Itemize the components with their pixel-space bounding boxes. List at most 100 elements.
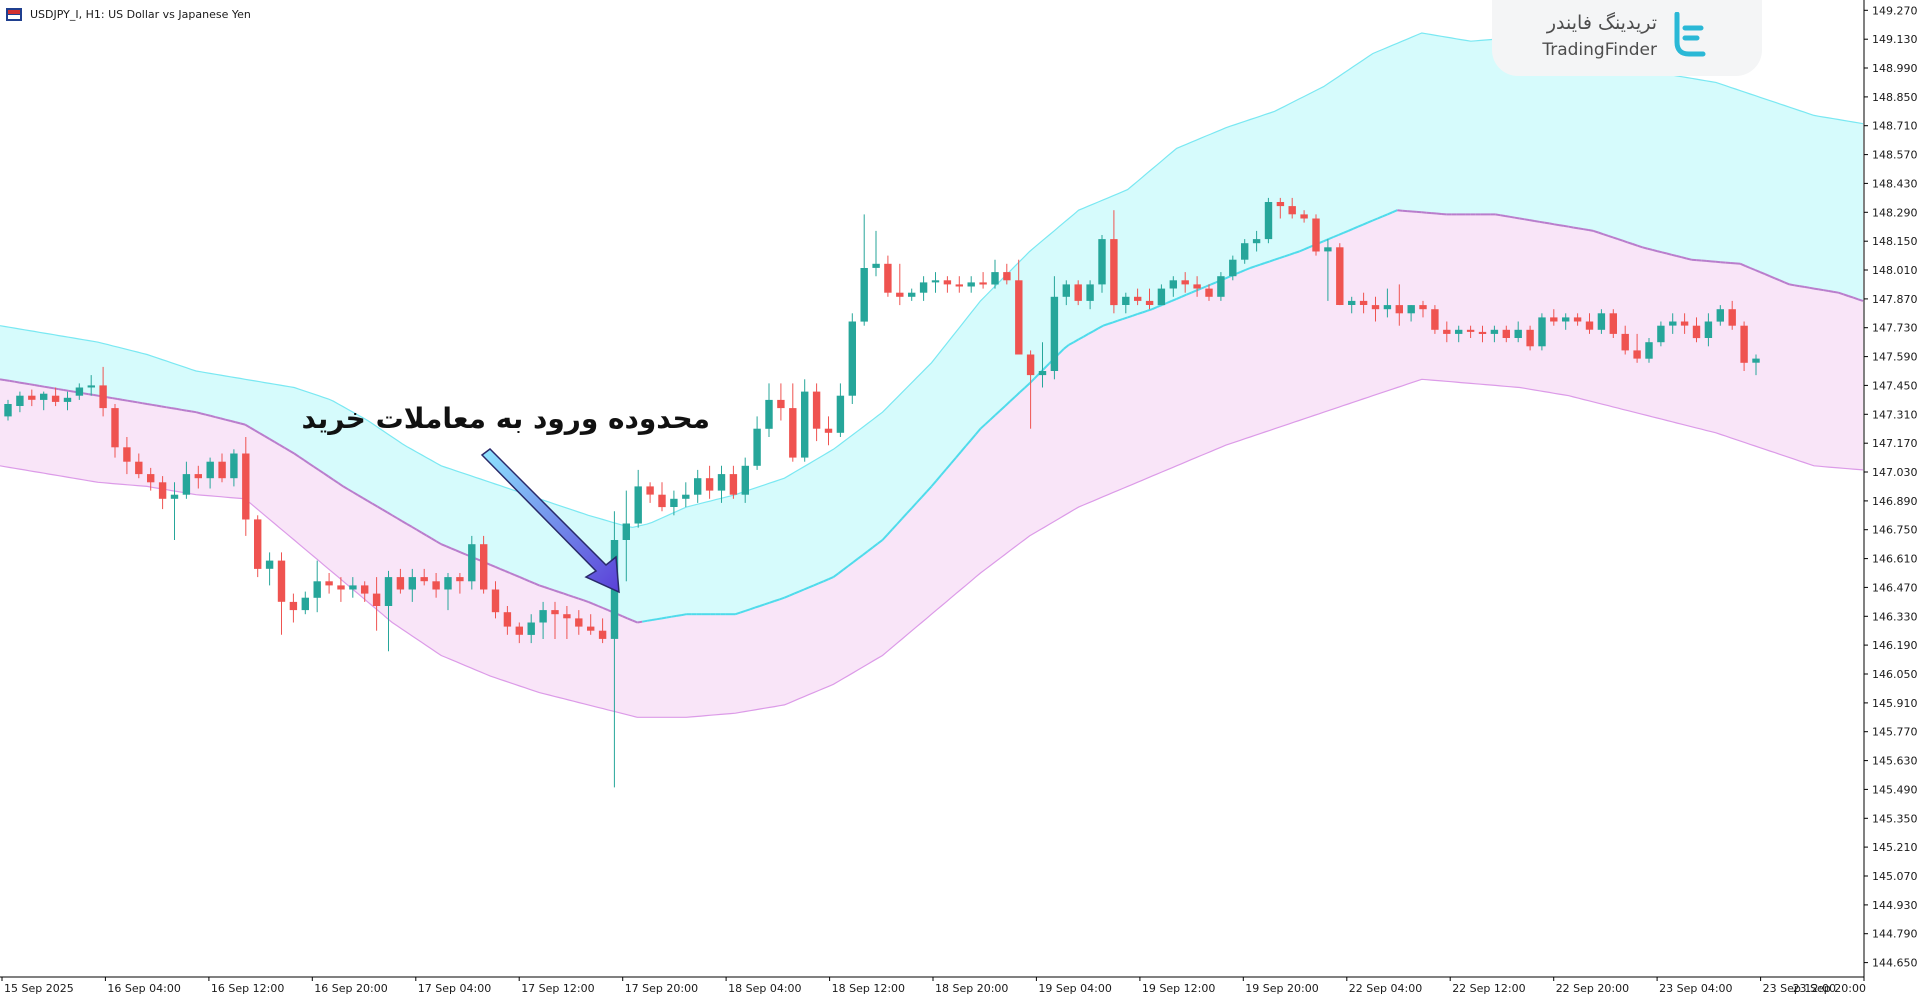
candle	[1312, 214, 1320, 256]
candle	[1526, 325, 1534, 351]
middle-band-segment	[568, 594, 574, 598]
middle-band-segment	[264, 435, 271, 440]
candle-body	[1026, 354, 1035, 376]
candle	[1264, 197, 1273, 244]
upper-band-area	[0, 33, 1863, 623]
middle-band-segment	[460, 551, 467, 556]
candle-body	[194, 474, 202, 479]
candle	[1455, 325, 1463, 343]
candle-body	[1157, 288, 1166, 306]
middle-band-segment	[1818, 288, 1824, 292]
candle	[75, 383, 84, 400]
middle-band-segment	[519, 576, 525, 581]
candle-body	[147, 474, 155, 483]
candle-body	[158, 482, 167, 499]
middle-band-segment	[1607, 234, 1614, 239]
middle-band-segment	[142, 402, 148, 405]
middle-band-segment	[642, 619, 648, 623]
candle-body	[753, 428, 761, 466]
candle-body	[432, 581, 440, 590]
middle-band-segment	[1852, 296, 1859, 301]
candle-body	[420, 577, 428, 582]
middle-band-segment	[965, 439, 972, 447]
middle-band-segment	[676, 614, 682, 617]
middle-band-segment	[313, 465, 320, 471]
middle-band-segment	[278, 443, 285, 449]
middle-band-segment	[1794, 284, 1800, 288]
candle	[634, 469, 642, 528]
middle-band-segment	[293, 452, 300, 458]
candle-body	[242, 453, 250, 520]
price-tick-label: 148.710	[1872, 120, 1918, 133]
middle-band-segment	[514, 574, 521, 579]
middle-band-segment	[1671, 253, 1677, 257]
middle-band-segment	[430, 537, 437, 543]
middle-band-segment	[656, 617, 663, 621]
price-tick-label: 144.790	[1872, 928, 1918, 941]
price-tick-label: 147.030	[1872, 466, 1918, 479]
candle	[1740, 321, 1748, 371]
middle-band-segment	[784, 594, 790, 599]
price-axis[interactable]: 149.270 149.130 148.990 148.850 148.710 148.5…	[1864, 4, 1918, 970]
middle-band-segment	[254, 429, 261, 435]
middle-band-segment	[637, 620, 643, 624]
price-tick-label: 147.870	[1872, 293, 1918, 306]
candle	[896, 263, 904, 306]
time-tick-label: 17 Sep 20:00	[625, 982, 698, 995]
candle-body	[694, 478, 702, 495]
arrow-pointer-icon	[480, 448, 620, 594]
candle	[1026, 350, 1035, 429]
middle-band-segment	[1240, 269, 1246, 274]
middle-band-segment	[1063, 344, 1070, 350]
candle	[1550, 309, 1558, 326]
middle-band-segment	[1686, 257, 1692, 261]
candle-body	[75, 387, 84, 396]
middle-band-segment	[327, 475, 334, 481]
candle	[99, 366, 107, 417]
candle-body	[741, 465, 749, 495]
time-tick-label: 18 Sep 20:00	[935, 982, 1008, 995]
chart-window-icon[interactable]	[6, 8, 22, 21]
middle-band-segment	[1774, 277, 1781, 282]
middle-band-segment	[176, 407, 182, 411]
middle-band-segment	[597, 605, 604, 609]
middle-band-segment	[911, 501, 918, 509]
candle-body	[1478, 331, 1487, 334]
middle-band-segment	[48, 386, 55, 390]
candle	[16, 391, 24, 413]
price-tick-label: 146.610	[1872, 553, 1918, 566]
middle-band-segment	[1078, 335, 1084, 341]
middle-band-segment	[391, 514, 398, 520]
middle-band-segment	[1210, 281, 1217, 286]
middle-band-segment	[1141, 309, 1148, 314]
middle-band-segment	[323, 472, 330, 478]
candle	[515, 622, 523, 644]
middle-band-segment	[558, 591, 565, 595]
candle	[206, 457, 214, 489]
middle-band-segment	[215, 416, 221, 420]
time-tick-label: 23 Sep 20:00	[1793, 982, 1866, 995]
middle-band-segment	[1804, 285, 1810, 289]
candle	[313, 560, 321, 613]
middle-band-segment	[1352, 225, 1359, 230]
middle-band-segment	[1122, 316, 1128, 321]
middle-band-segment	[347, 488, 354, 494]
time-tick-label: 16 Sep 20:00	[314, 982, 387, 995]
middle-band-segment	[1808, 286, 1815, 290]
candle	[1252, 230, 1261, 252]
middle-band-segment	[249, 426, 256, 432]
middle-band-segment	[1087, 330, 1094, 335]
middle-band-segment	[416, 528, 423, 534]
middle-band-segment	[1117, 318, 1124, 322]
middle-band-segment	[63, 389, 69, 392]
middle-band-segment	[1254, 263, 1261, 268]
middle-band-segment	[1681, 256, 1687, 260]
middle-band-segment	[244, 423, 251, 429]
middle-band-segment	[543, 586, 550, 590]
middle-band-segment	[1151, 306, 1158, 311]
middle-band-segment	[862, 550, 869, 556]
time-axis[interactable]: 15 Sep 2025 16 Sep 04:00 16 Sep 12:00 16 Se…	[1, 977, 1866, 995]
candle	[1074, 280, 1082, 306]
middle-band-segment	[186, 409, 192, 413]
